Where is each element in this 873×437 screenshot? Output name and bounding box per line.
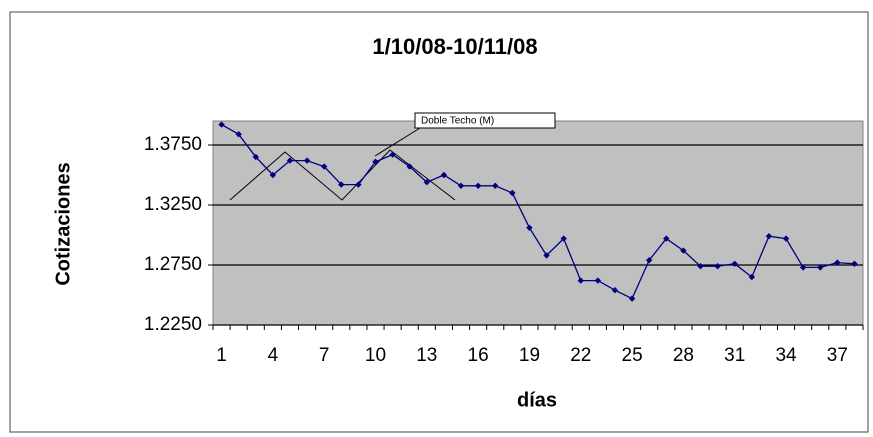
data-point <box>509 189 516 197</box>
data-point <box>338 181 345 188</box>
data-point <box>817 264 824 271</box>
data-point <box>389 151 396 158</box>
data-point <box>611 287 619 294</box>
x-tick-label: 4 <box>268 345 279 366</box>
data-point <box>406 163 413 170</box>
plot-area <box>212 120 864 326</box>
data-point <box>748 273 756 281</box>
x-tick-label: 1 <box>216 345 227 366</box>
data-point <box>457 182 465 189</box>
x-tick-label: 16 <box>468 345 489 366</box>
data-point <box>440 171 448 179</box>
y-tick-label: 1.3250 <box>144 194 202 215</box>
x-tick-label: 31 <box>724 345 745 366</box>
data-point <box>355 181 362 188</box>
data-point <box>645 257 653 264</box>
data-point <box>474 182 482 189</box>
series-line <box>221 124 855 300</box>
data-point <box>252 153 259 161</box>
data-point <box>594 277 602 284</box>
data-point <box>782 235 790 242</box>
data-point <box>714 263 721 270</box>
data-point <box>851 260 858 267</box>
data-point <box>543 252 550 259</box>
data-point <box>303 157 311 164</box>
data-point <box>834 259 841 266</box>
x-tick-label: 10 <box>365 345 386 366</box>
x-axis-label: días <box>517 389 557 411</box>
y-tick-label: 1.2750 <box>144 254 202 275</box>
x-tick-label: 28 <box>673 345 694 366</box>
data-point <box>218 121 225 128</box>
y-tick-label: 1.2250 <box>144 314 202 335</box>
data-point <box>680 247 687 254</box>
data-point <box>320 163 328 170</box>
data-point <box>235 131 242 138</box>
callout-leader <box>374 127 421 157</box>
data-point <box>765 233 773 240</box>
callout-box <box>414 112 556 129</box>
data-point <box>372 158 379 165</box>
chart-title: 1/10/08-10/11/08 <box>372 34 537 59</box>
x-tick-label: 13 <box>416 345 437 366</box>
data-point <box>628 295 636 302</box>
x-tick-label: 34 <box>775 345 797 366</box>
data-point <box>526 224 533 231</box>
y-axis-label: Cotizaciones <box>52 162 74 285</box>
y-tick-label: 1.3750 <box>144 134 202 155</box>
data-point <box>577 277 584 284</box>
x-tick-label: 19 <box>519 345 540 366</box>
data-point <box>269 171 277 179</box>
data-point <box>799 264 807 271</box>
data-point <box>286 157 294 164</box>
x-tick-label: 7 <box>319 345 330 366</box>
data-point <box>560 235 567 242</box>
data-point <box>423 179 431 186</box>
data-point <box>697 263 704 270</box>
data-point <box>663 235 670 242</box>
x-tick-label: 37 <box>827 345 848 366</box>
x-tick-label: 25 <box>622 345 643 366</box>
annotation: Doble Techo (M) <box>421 116 494 127</box>
x-tick-label: 22 <box>570 345 591 366</box>
data-point <box>731 260 738 267</box>
data-point <box>492 182 499 189</box>
